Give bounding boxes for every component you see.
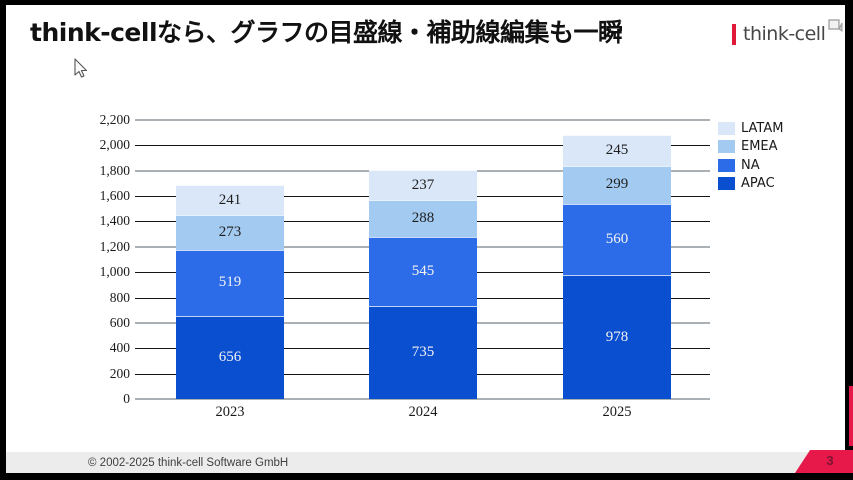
stacked-bar-chart: 0 200 400 600 800 1,000 1,200 1,400 1,600 1,800 2,…: [6, 5, 845, 473]
page-number: 3: [826, 453, 834, 468]
y-axis-tick-label: 2,000: [99, 137, 130, 153]
logo-red-bar: [732, 23, 736, 45]
bar-value-label: 299: [605, 176, 629, 193]
presentation-slide: think-cellなら、グラフの目盛線・補助線編集も一瞬 think-cell…: [6, 5, 845, 473]
mouse-cursor-icon: [72, 57, 90, 86]
legend-item-latam: LATAM: [718, 119, 783, 138]
bar-segment-emea-2024: [369, 200, 477, 237]
y-axis-tick-label: 0: [123, 391, 130, 406]
legend-label: NA: [741, 157, 760, 173]
bar-value-label: 241: [218, 191, 242, 208]
legend-swatch: [718, 158, 735, 172]
y-axis-tick-label: 1,200: [99, 238, 130, 254]
gridline: [135, 398, 710, 400]
bar-segment-apac-2024: [369, 305, 477, 399]
bar-segment-latam-2024: [369, 170, 477, 201]
y-axis-tick-label: 1,400: [99, 213, 130, 229]
bar-segment-emea-2023: [176, 215, 284, 250]
bar-segment-na-2023: [176, 249, 284, 316]
legend-item-emea: EMEA: [718, 138, 783, 157]
gridline: [135, 145, 710, 147]
legend-label: LATAM: [741, 120, 784, 136]
bar-value-label: 545: [411, 262, 435, 279]
y-axis-tick-label: 600: [109, 314, 130, 330]
bar-value-label: 288: [411, 210, 435, 227]
bar-segment-apac-2025: [563, 274, 671, 399]
bar-segment-latam-2023: [176, 184, 284, 216]
bar-segment-emea-2025: [563, 166, 671, 204]
right-edge-accent-bar: [849, 386, 853, 446]
x-axis-category-label: 2023: [215, 404, 245, 420]
bar-value-label: 978: [605, 328, 629, 345]
bar-value-label: 519: [218, 273, 242, 290]
x-axis-category-label: 2024: [408, 404, 438, 420]
bar-segment-apac-2023: [176, 315, 284, 399]
copyright-text: © 2002-2025 think-cell Software GmbH: [88, 456, 289, 469]
y-axis-tick-label: 800: [109, 289, 130, 305]
bar-value-label: 560: [605, 230, 629, 247]
y-axis-tick-label: 2,200: [99, 112, 130, 127]
bar-segment-na-2024: [369, 236, 477, 306]
bar-segment-na-2025: [563, 203, 671, 275]
gridline: [135, 119, 710, 121]
y-axis-tick-label: 400: [109, 340, 130, 356]
bar-value-label: 245: [605, 141, 629, 158]
legend-swatch: [718, 140, 735, 154]
legend-swatch: [718, 121, 735, 135]
slide-footer: © 2002-2025 think-cell Software GmbH: [6, 452, 845, 473]
legend-label: EMEA: [741, 139, 778, 155]
think-cell-logo: think-cell: [732, 19, 843, 49]
y-axis-tick-label: 1,000: [99, 264, 130, 280]
page-number-badge: 3: [795, 450, 853, 473]
page-flip-icon: [828, 19, 843, 37]
bar-value-label: 735: [411, 343, 435, 360]
legend-label: APAC: [741, 176, 775, 192]
logo-text: think-cell: [743, 23, 826, 45]
legend-item-apac: APAC: [718, 175, 783, 194]
bar-value-label: 273: [218, 224, 242, 241]
y-axis-tick-label: 1,800: [99, 162, 130, 178]
bar-value-label: 237: [411, 177, 435, 194]
y-axis-tick-label: 200: [109, 365, 130, 381]
chart-legend: LATAM EMEA NA APAC: [718, 119, 783, 193]
slide-title: think-cellなら、グラフの目盛線・補助線編集も一瞬: [30, 18, 623, 47]
y-axis-tick-label: 1,600: [99, 188, 130, 204]
bar-value-label: 656: [218, 348, 242, 365]
x-axis-category-label: 2025: [602, 404, 632, 420]
legend-swatch: [718, 177, 735, 191]
legend-item-na: NA: [718, 156, 783, 175]
bar-segment-latam-2025: [563, 134, 671, 167]
